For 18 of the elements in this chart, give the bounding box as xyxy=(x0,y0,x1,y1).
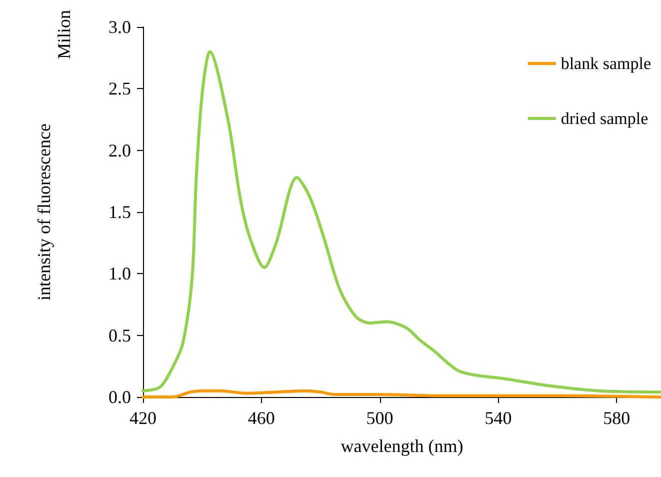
text: Milion xyxy=(54,10,74,60)
y-tick-label: 2.5 xyxy=(108,78,131,99)
x-tick-label: 420 xyxy=(130,408,156,428)
y-tick-label: 1.5 xyxy=(108,202,131,222)
y-tick-label: 0.5 xyxy=(108,325,131,346)
x-axis-title: wavelength (nm) xyxy=(340,436,464,456)
y-tick-label: 0.0 xyxy=(108,387,131,407)
x-tick-label: 580 xyxy=(603,408,630,428)
y-tick-label: 3.0 xyxy=(108,17,131,37)
y-tick-label: 1.0 xyxy=(108,264,131,284)
legend-label: dried sample xyxy=(560,109,648,128)
line-series xyxy=(142,50,661,394)
legend-label: blank sample xyxy=(560,54,651,73)
x-tick-label: 460 xyxy=(248,408,275,428)
y-tick-label: 2.0 xyxy=(108,140,131,160)
x-tick-label: 540 xyxy=(484,408,512,428)
y-axis-title: intensity of fluorescence xyxy=(34,124,54,300)
x-tick-label: 500 xyxy=(366,408,394,428)
